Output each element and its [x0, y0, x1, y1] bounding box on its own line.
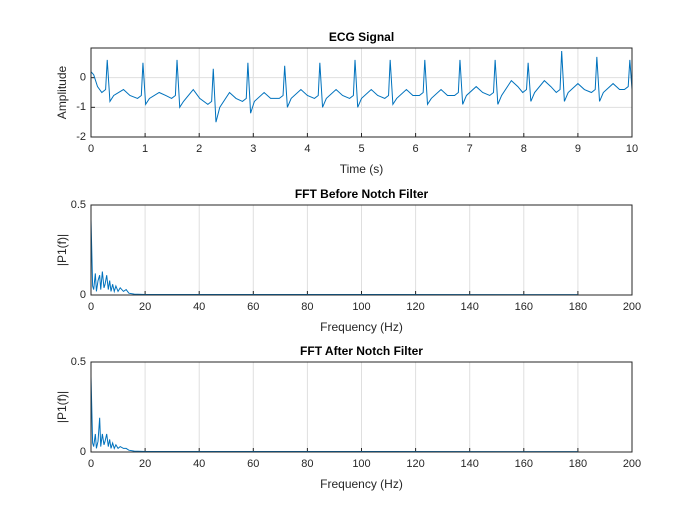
x-tick-label: 3 [250, 143, 256, 155]
y-tick-label: 0 [80, 289, 86, 301]
x-tick-label: 0 [88, 301, 94, 313]
x-tick-label: 20 [139, 458, 151, 470]
x-axis-label: Time (s) [340, 162, 384, 176]
x-tick-label: 8 [521, 143, 527, 155]
x-tick-label: 100 [352, 301, 370, 313]
x-tick-label: 6 [413, 143, 419, 155]
x-tick-label: 60 [247, 301, 259, 313]
x-tick-label: 140 [461, 301, 479, 313]
axes-box [90, 47, 633, 138]
y-tick-label: 0 [80, 72, 86, 84]
x-tick-label: 1 [142, 143, 148, 155]
x-tick-label: 80 [301, 301, 313, 313]
x-tick-label: 0 [88, 143, 94, 155]
x-axis-label: Frequency (Hz) [320, 320, 403, 334]
x-tick-label: 7 [467, 143, 473, 155]
x-tick-label: 140 [461, 458, 479, 470]
x-tick-label: 4 [304, 143, 310, 155]
x-tick-label: 160 [515, 301, 533, 313]
x-tick-label: 100 [352, 458, 370, 470]
signal-line [91, 376, 578, 452]
x-tick-label: 80 [301, 458, 313, 470]
y-tick-label: 0.5 [71, 356, 86, 368]
x-tick-label: 40 [193, 301, 205, 313]
y-axis-label: Amplitude [55, 66, 69, 120]
chart-title: FFT After Notch Filter [300, 344, 423, 358]
x-tick-label: 60 [247, 458, 259, 470]
x-tick-label: 120 [406, 301, 424, 313]
chart-title: ECG Signal [329, 30, 394, 44]
x-tick-label: 120 [406, 458, 424, 470]
x-tick-label: 200 [623, 458, 641, 470]
x-tick-label: 20 [139, 301, 151, 313]
y-axis-label: |P1(f)| [55, 234, 69, 266]
x-axis-label: Frequency (Hz) [320, 477, 403, 491]
y-tick-label: -1 [76, 101, 86, 113]
x-tick-label: 180 [569, 301, 587, 313]
x-tick-label: 160 [515, 458, 533, 470]
x-tick-label: 9 [575, 143, 581, 155]
x-tick-label: 0 [88, 458, 94, 470]
x-tick-label: 40 [193, 458, 205, 470]
y-axis-label: |P1(f)| [55, 391, 69, 423]
x-tick-label: 2 [196, 143, 202, 155]
axes-box [90, 361, 633, 453]
x-tick-label: 5 [358, 143, 364, 155]
y-tick-label: 0 [80, 446, 86, 458]
axes-box [90, 204, 633, 296]
y-tick-label: -2 [76, 131, 86, 143]
x-tick-label: 10 [626, 143, 638, 155]
x-tick-label: 200 [623, 301, 641, 313]
signal-line [91, 219, 578, 295]
chart-title: FFT Before Notch Filter [295, 187, 429, 201]
y-tick-label: 0.5 [71, 199, 86, 211]
signal-line [91, 50, 632, 123]
x-tick-label: 180 [569, 458, 587, 470]
